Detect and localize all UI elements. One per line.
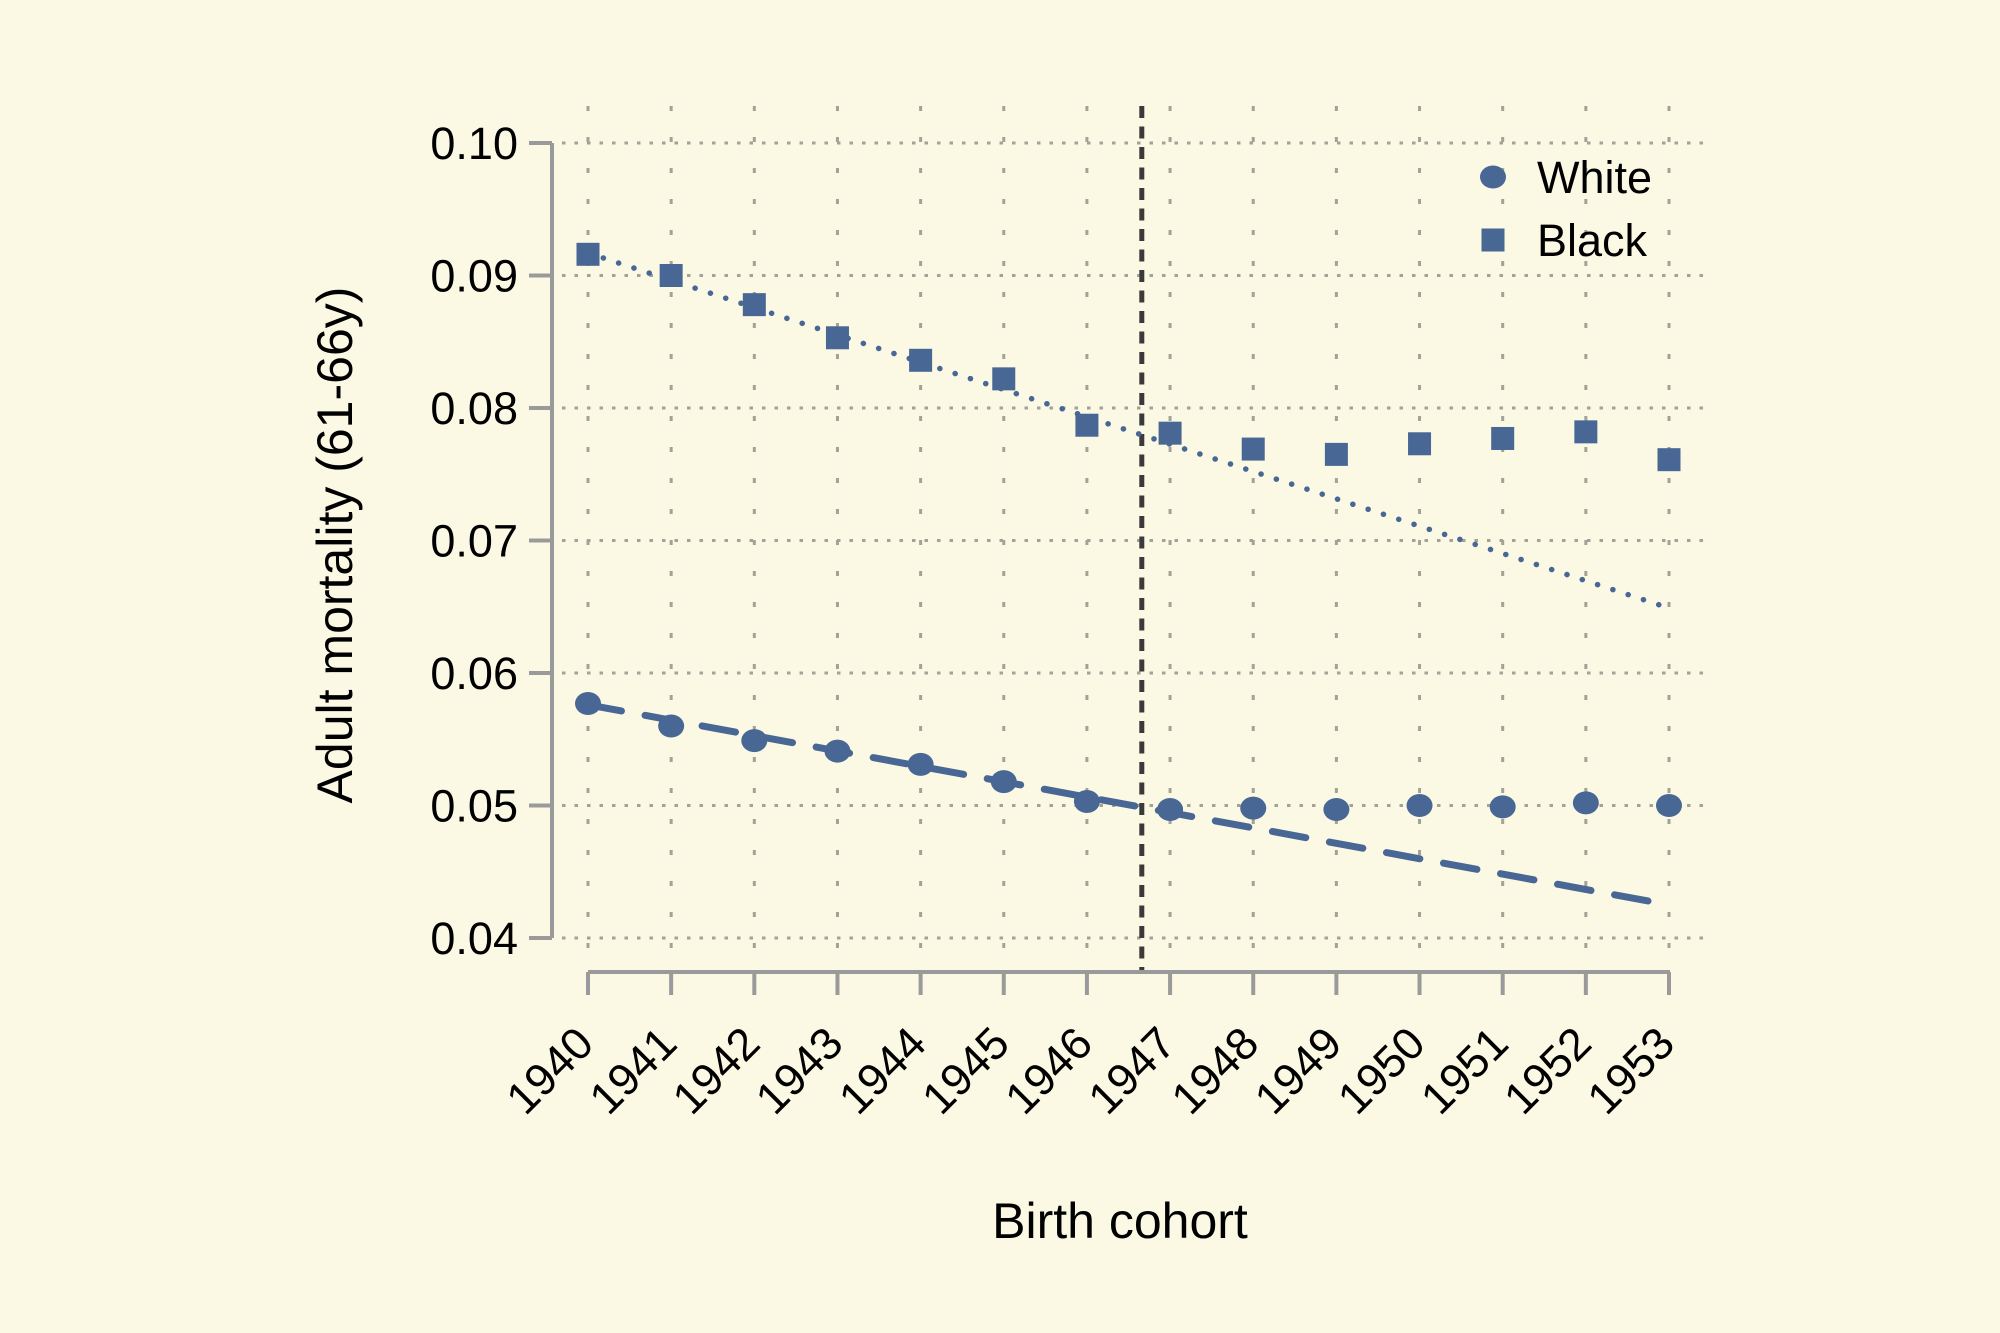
data-point-white-1950 bbox=[1406, 794, 1433, 817]
data-point-black-1942 bbox=[742, 293, 766, 317]
data-point-black-1949 bbox=[1324, 442, 1348, 466]
data-point-black-1952 bbox=[1574, 420, 1598, 444]
x-tick-label: 1948 bbox=[1161, 1017, 1268, 1124]
x-tick-label: 1952 bbox=[1494, 1017, 1601, 1124]
x-tick-label: 1949 bbox=[1245, 1017, 1352, 1124]
legend-label-white: White bbox=[1537, 152, 1652, 203]
data-point-white-1949 bbox=[1323, 797, 1350, 821]
y-tick-label: 0.07 bbox=[430, 516, 518, 567]
data-point-white-1946 bbox=[1073, 790, 1100, 814]
data-point-black-1950 bbox=[1408, 432, 1432, 456]
data-point-black-1945 bbox=[992, 367, 1016, 391]
x-axis-title: Birth cohort bbox=[992, 1193, 1248, 1249]
x-tick-label: 1942 bbox=[663, 1017, 770, 1124]
trend-line-white bbox=[584, 701, 1673, 909]
data-point-white-1942 bbox=[741, 729, 768, 753]
x-tick-label: 1946 bbox=[995, 1017, 1102, 1124]
data-point-white-1951 bbox=[1489, 795, 1516, 819]
data-point-white-1947 bbox=[1157, 797, 1184, 821]
legend-circle-marker-icon bbox=[1480, 165, 1506, 189]
x-tick-label: 1947 bbox=[1078, 1017, 1185, 1124]
data-point-black-1947 bbox=[1158, 421, 1182, 445]
y-tick-label: 0.10 bbox=[430, 118, 518, 169]
y-tick-label: 0.08 bbox=[430, 383, 518, 434]
y-tick-label: 0.04 bbox=[430, 913, 518, 964]
data-point-black-1951 bbox=[1491, 426, 1515, 450]
y-tick-label: 0.09 bbox=[430, 251, 518, 302]
data-point-white-1948 bbox=[1240, 796, 1267, 820]
data-point-black-1940 bbox=[576, 242, 600, 266]
x-tick-label: 1953 bbox=[1577, 1017, 1684, 1124]
x-tick-label: 1941 bbox=[579, 1017, 686, 1124]
y-axis-title: Adult mortality (61-66y) bbox=[307, 287, 363, 804]
data-point-black-1943 bbox=[825, 326, 849, 350]
data-point-white-1945 bbox=[990, 770, 1017, 794]
data-point-white-1943 bbox=[824, 739, 851, 763]
data-point-white-1944 bbox=[907, 752, 934, 776]
data-point-black-1941 bbox=[659, 264, 683, 287]
data-point-white-1940 bbox=[575, 691, 601, 715]
x-tick-label: 1951 bbox=[1411, 1017, 1518, 1124]
data-point-black-1953 bbox=[1657, 448, 1681, 472]
x-tick-label: 1943 bbox=[746, 1017, 853, 1124]
legend-label-black: Black bbox=[1537, 215, 1648, 266]
data-point-white-1952 bbox=[1572, 791, 1599, 815]
x-tick-label: 1950 bbox=[1328, 1017, 1435, 1124]
x-tick-label: 1945 bbox=[912, 1017, 1019, 1124]
data-point-black-1948 bbox=[1241, 437, 1265, 461]
x-tick-label: 1940 bbox=[496, 1017, 603, 1124]
trend-line-black bbox=[585, 250, 1672, 611]
y-tick-label: 0.06 bbox=[430, 648, 518, 699]
data-point-black-1944 bbox=[909, 348, 933, 372]
data-point-black-1946 bbox=[1075, 413, 1099, 437]
y-tick-label: 0.05 bbox=[430, 781, 518, 832]
legend-square-marker-icon bbox=[1481, 228, 1505, 252]
x-tick-label: 1944 bbox=[829, 1017, 936, 1124]
data-point-white-1941 bbox=[658, 714, 685, 738]
data-point-white-1953 bbox=[1656, 794, 1682, 817]
